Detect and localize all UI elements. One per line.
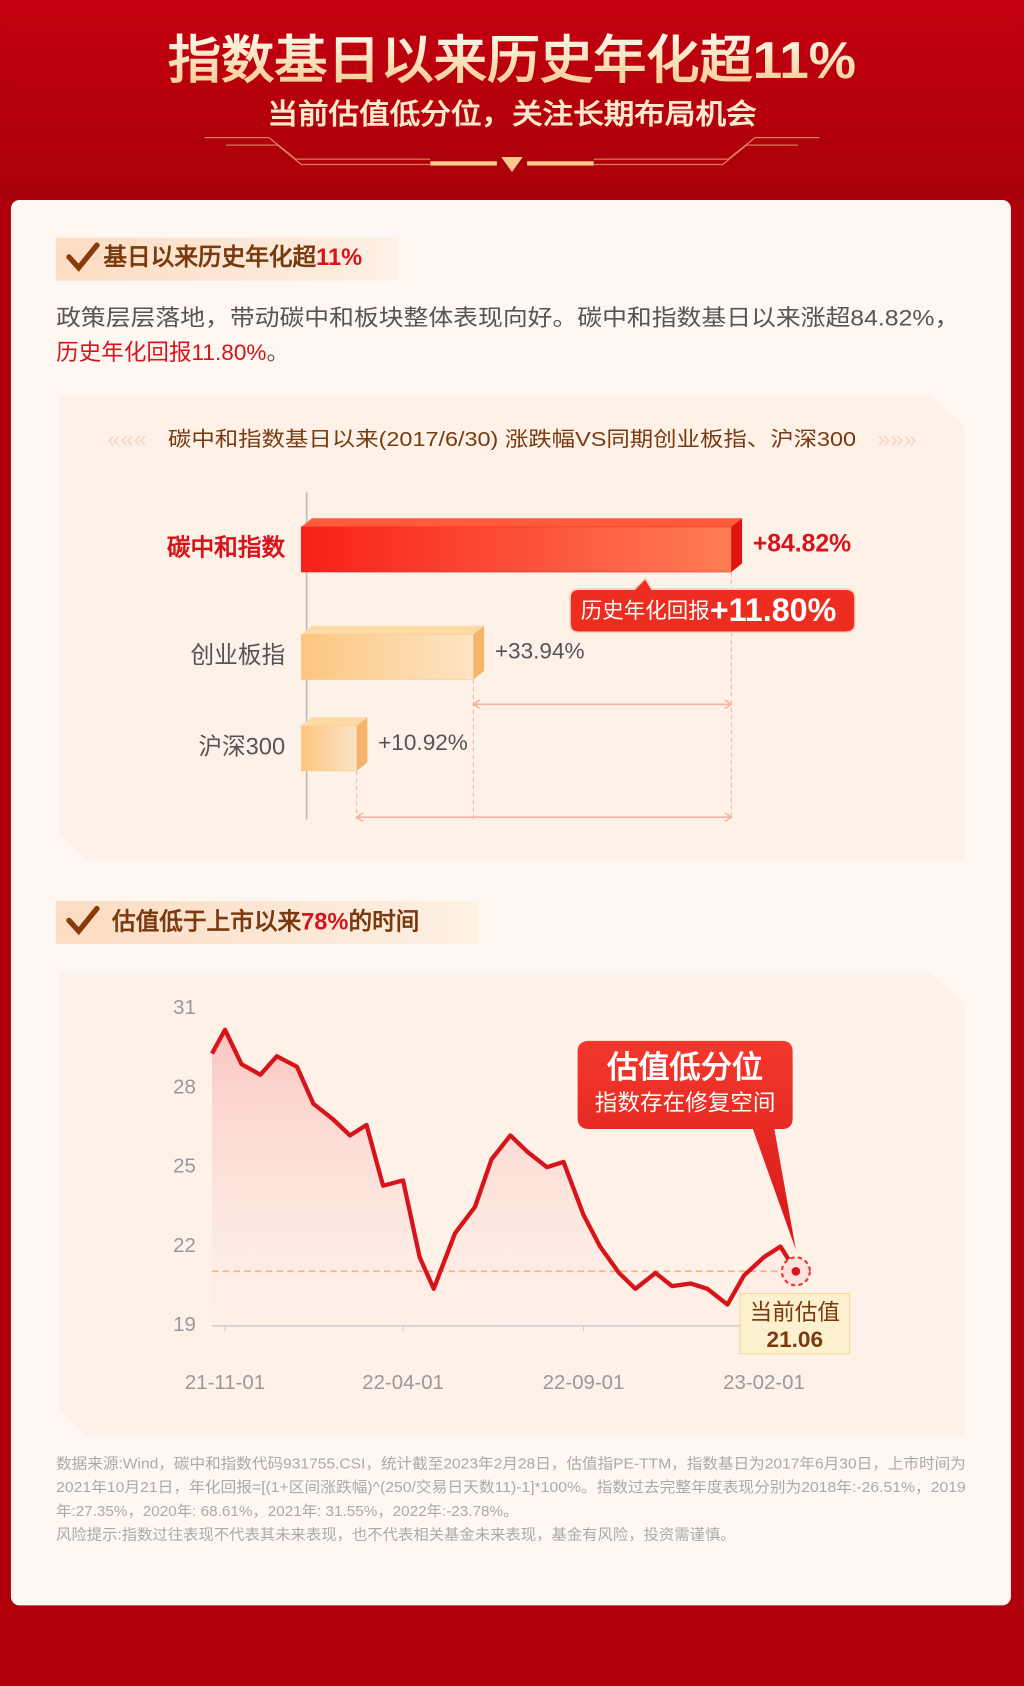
- annotation-box: [569, 577, 856, 634]
- paragraph-line: 历史年化回报11.80%。: [56, 340, 289, 365]
- x-tick-label: 21-11-01: [185, 1372, 265, 1394]
- bar: [300, 526, 732, 573]
- bar-chart-title: 碳中和指数基日以来(2017/6/30) 涨跌幅VS同期创业板指、沪深300: [168, 428, 856, 451]
- bar-top: [301, 717, 368, 726]
- range-arrow: [471, 699, 733, 710]
- bar-chart: 碳中和指数 +84.82% 创业板指 +33.94% 沪深300 +10.92% 历史年化回…: [167, 492, 856, 823]
- subtitle: 当前估值低分位，关注长期布局机会: [267, 98, 756, 130]
- y-tick-label: 31: [173, 997, 196, 1019]
- y-tick-label: 28: [173, 1076, 196, 1098]
- bar-top: [301, 625, 485, 635]
- heading-highlight: 78%: [301, 910, 348, 936]
- area: [212, 1029, 796, 1326]
- current-dot: [791, 1267, 801, 1276]
- callout-title: 估值低分位: [606, 1050, 763, 1085]
- footnote-line: 数据来源:Wind，碳中和指数代码931755.CSI，统计截至2023年2月2…: [56, 1455, 966, 1472]
- x-tick-label: 22-04-01: [362, 1372, 444, 1394]
- x-tick-label: 22-09-01: [543, 1372, 625, 1394]
- heading-tag: [56, 237, 399, 281]
- footnote-line: 风险提示:指数过往表现不代表其未来表现，也不代表相关基金未来表现，基金有风险，投…: [56, 1525, 736, 1543]
- footnote-line: 2021年10月21日，年化回报=[(1+区间涨跌幅)^(250/交易日天数11…: [56, 1478, 966, 1496]
- heading-tag: [56, 901, 479, 945]
- panel: [59, 395, 965, 861]
- paragraph-highlight: 历史年化回报11.80%: [56, 340, 266, 365]
- line-chart: 19 22 25 28 31 21-11-01 22-04-01 22-09-01 23-02-…: [173, 997, 851, 1394]
- value-label: +84.82%: [753, 531, 851, 558]
- value-label: +33.94%: [495, 639, 585, 664]
- heading-text: 估值低于上市以来: [111, 908, 301, 936]
- annotation-highlight: +11.80%: [710, 591, 836, 627]
- heading: 估值低于上市以来78%的时间: [111, 908, 419, 936]
- range-arrow: [355, 812, 733, 823]
- bar-side: [356, 717, 368, 771]
- footnote-line: 年:27.35%，2020年: 68.61%，2021年: 31.55%，202…: [56, 1503, 518, 1520]
- heading: 基日以来历史年化超11%: [103, 243, 362, 271]
- y-tick-label: 22: [173, 1235, 196, 1257]
- line: [210, 1027, 798, 1307]
- heading-text: 的时间: [348, 908, 419, 936]
- bar-side: [731, 518, 743, 573]
- ornament-bar: [527, 161, 594, 166]
- bar-top: [301, 518, 743, 527]
- y-tick-label: 25: [173, 1156, 196, 1178]
- ornament-bar: [430, 161, 497, 166]
- bar-side: [473, 625, 485, 680]
- category-label: 碳中和指数: [167, 535, 286, 562]
- x-tick-label: 23-02-01: [723, 1372, 805, 1394]
- check-icon: [66, 905, 100, 936]
- category-label: 创业板指: [191, 642, 286, 669]
- reference-box: [739, 1292, 851, 1355]
- bar: [300, 634, 474, 680]
- callout-box: [577, 1040, 796, 1250]
- title: 指数基日以来历史年化超11%: [168, 31, 856, 89]
- chevrons: «««: [107, 427, 146, 453]
- callout-text: 指数存在修复空间: [595, 1090, 776, 1115]
- category-label: 沪深300: [198, 734, 285, 761]
- check-icon: [66, 242, 100, 272]
- bar: [300, 725, 357, 772]
- value-label: +10.92%: [378, 730, 468, 755]
- ornament-arrow: [501, 156, 523, 173]
- annotation-text: 历史年化回报: [581, 598, 710, 622]
- heading-highlight: 11%: [316, 245, 362, 271]
- y-tick-label: 19: [173, 1314, 196, 1336]
- annotation: 历史年化回报+11.80%: [581, 591, 836, 627]
- heading-text: 基日以来历史年化超: [103, 243, 316, 271]
- header-ornament: [204, 136, 820, 166]
- paragraph-line: 政策层层落地，带动碳中和板块整体表现向好。碳中和指数基日以来涨超84.82%，: [56, 305, 959, 330]
- reference-value: 21.06: [767, 1327, 824, 1352]
- paragraph-text: 。: [266, 340, 289, 365]
- chevrons: »»»: [877, 427, 916, 453]
- footnote: 数据来源:Wind，碳中和指数代码931755.CSI，统计截至2023年2月2…: [56, 1455, 966, 1543]
- reference-label: 当前估值: [750, 1300, 840, 1325]
